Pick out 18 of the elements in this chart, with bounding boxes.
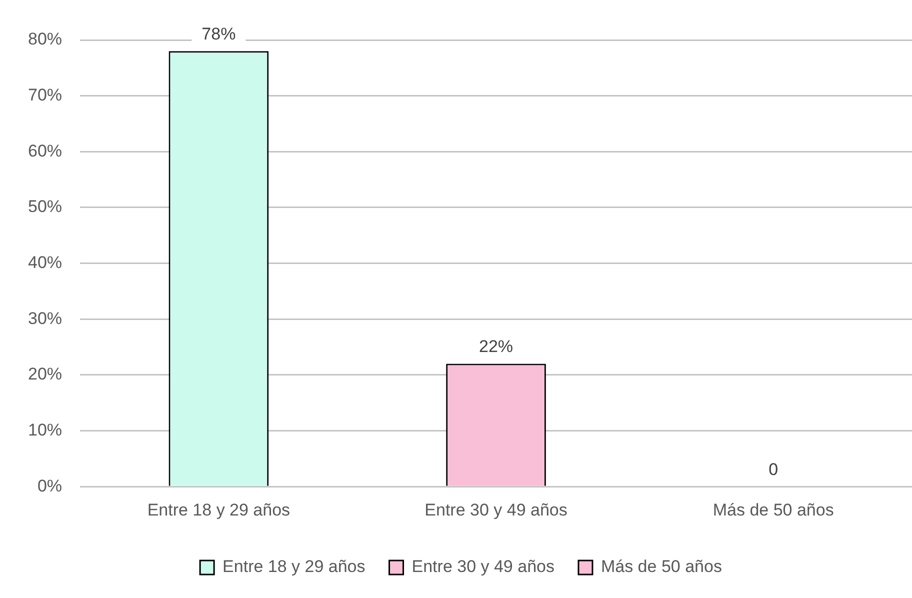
x-tick-label: Entre 30 y 49 años xyxy=(424,500,568,520)
x-tick-label: Entre 18 y 29 años xyxy=(147,500,290,520)
y-tick-label: 80% xyxy=(28,30,62,49)
y-tick-label: 70% xyxy=(28,86,62,105)
y-tick-label: 40% xyxy=(28,252,62,272)
data-label: 78% xyxy=(202,24,236,44)
y-tick-label: 60% xyxy=(28,141,62,160)
legend-label: Entre 30 y 49 años xyxy=(412,557,554,576)
y-tick-label: 10% xyxy=(28,420,62,440)
y-tick-label: 30% xyxy=(28,308,62,328)
y-tick-label: 20% xyxy=(28,364,62,384)
legend-label: Más de 50 años xyxy=(600,557,722,576)
x-tick-label: Más de 50 años xyxy=(712,500,834,520)
y-tick-label: 0% xyxy=(37,476,62,496)
data-label: 22% xyxy=(478,336,514,356)
legend-label: Entre 18 y 29 años xyxy=(222,557,366,576)
y-tick-label: 50% xyxy=(28,197,62,216)
data-label: 0 xyxy=(768,460,778,479)
